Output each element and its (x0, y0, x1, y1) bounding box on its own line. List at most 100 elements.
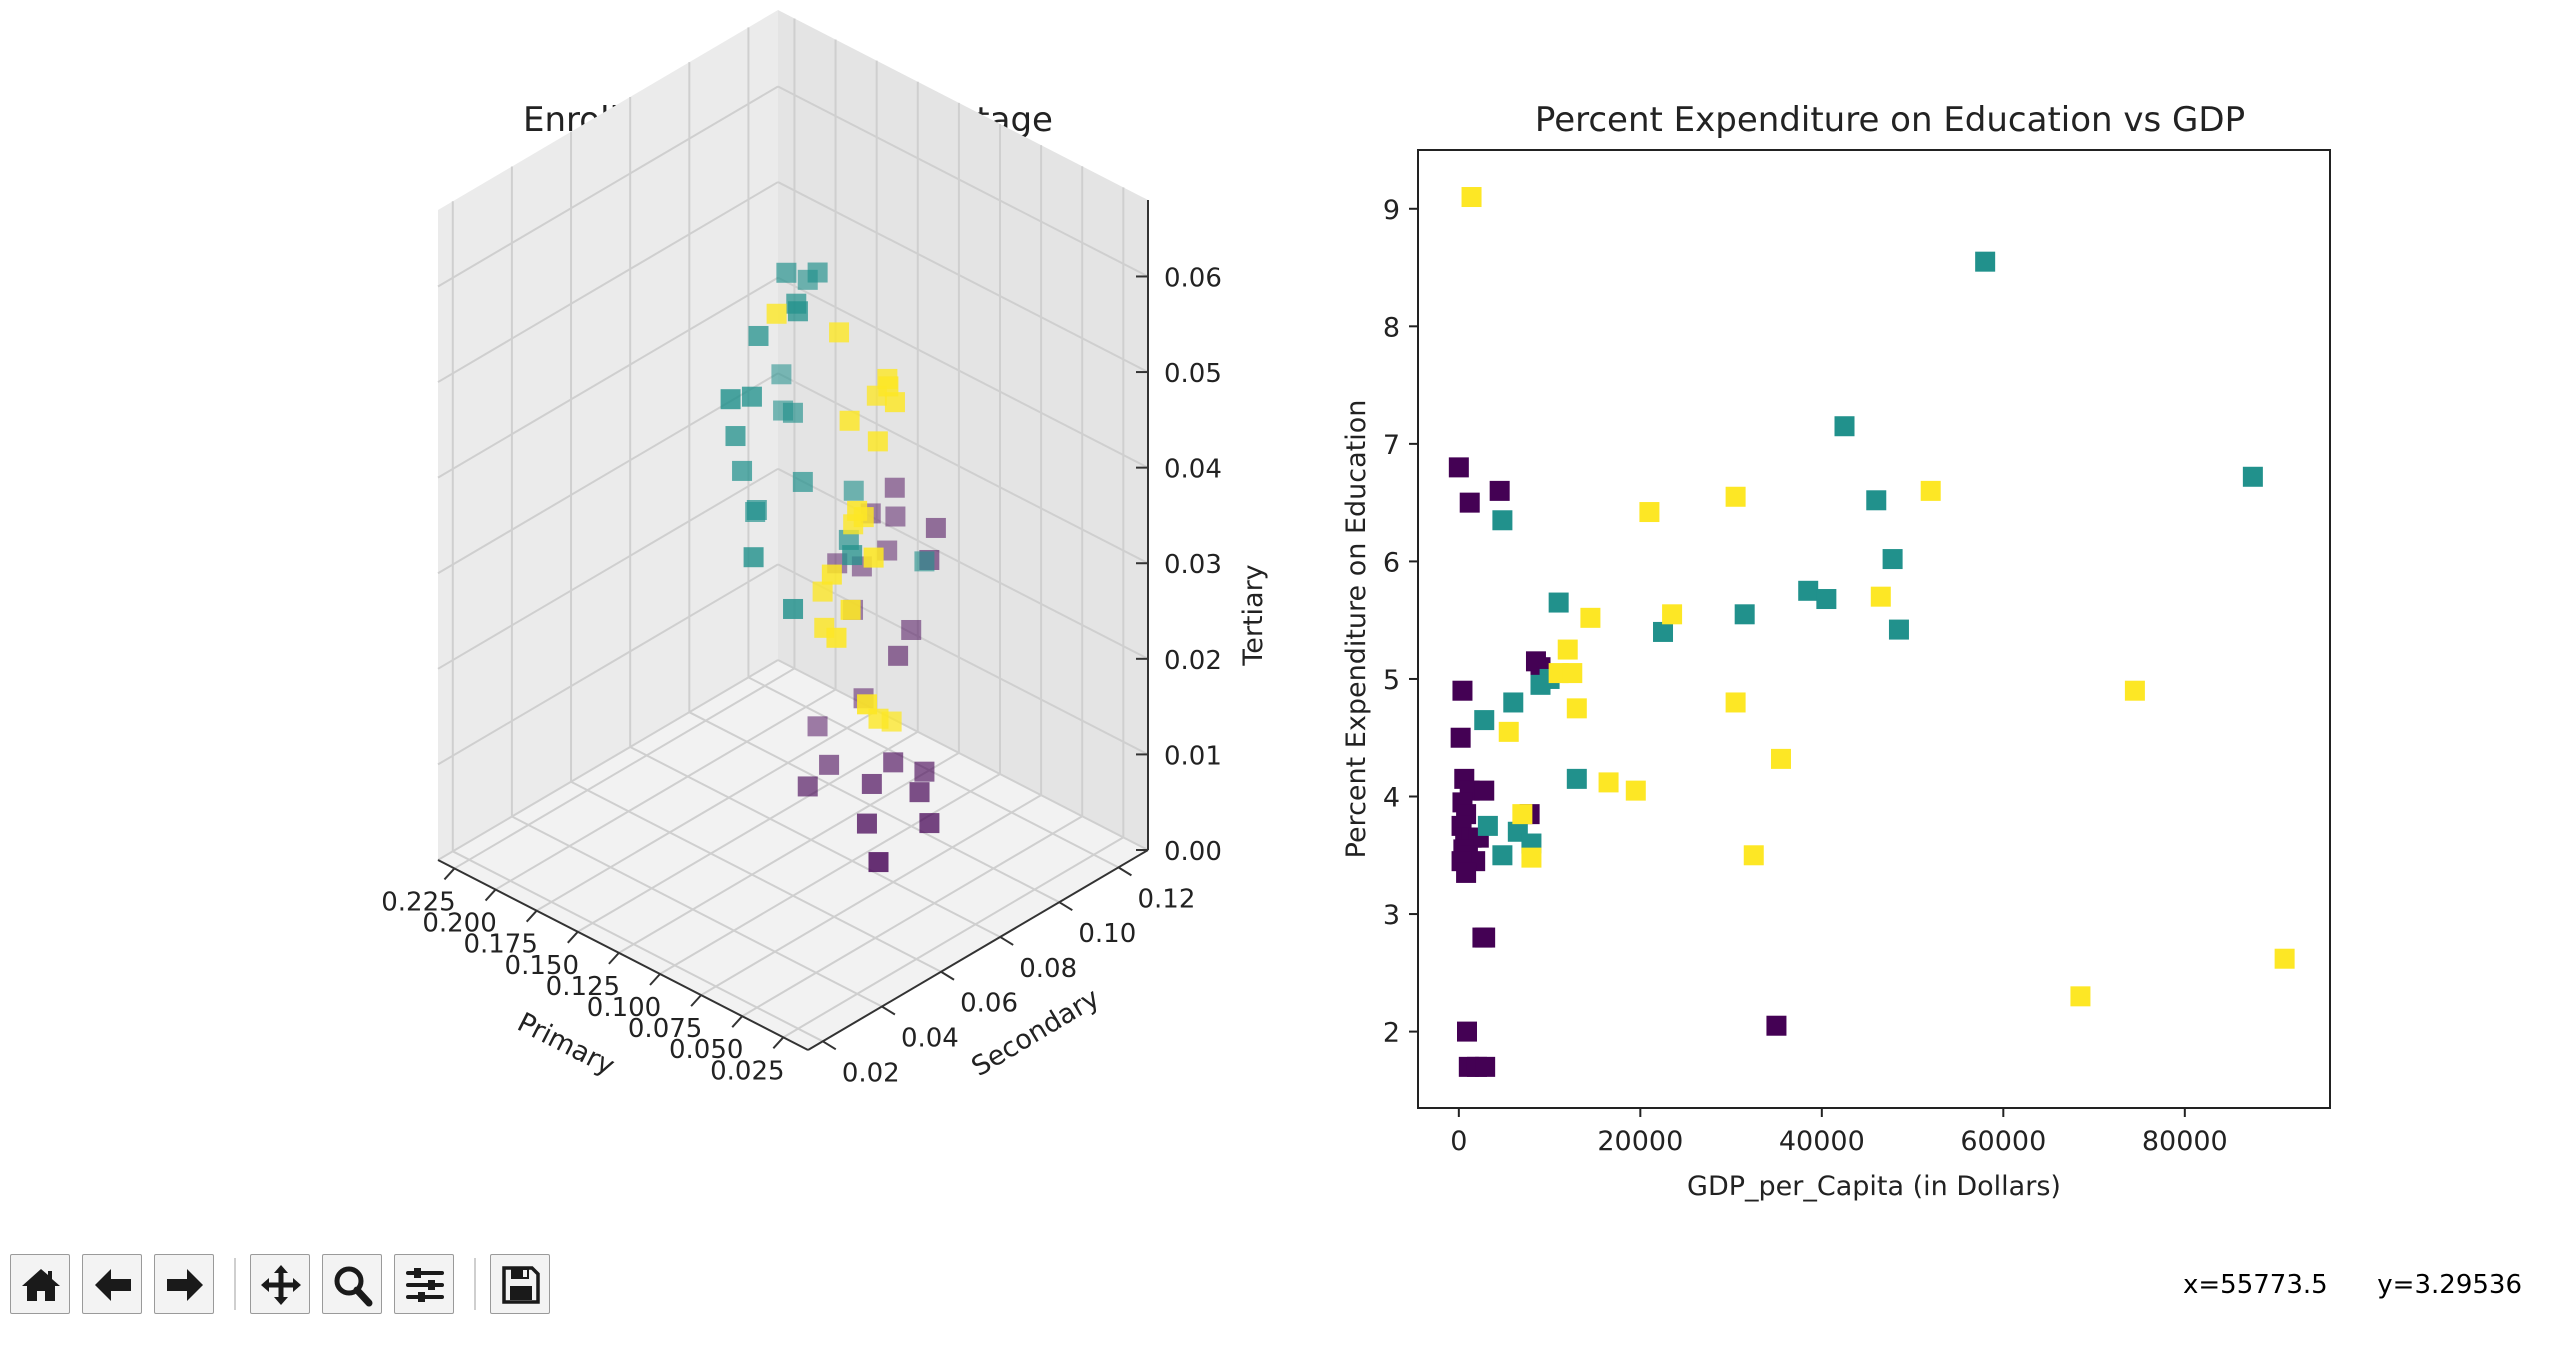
home-icon (22, 1269, 60, 1301)
grid-line (511, 815, 883, 1008)
magnifier-icon (334, 1266, 373, 1307)
scatter-point (1498, 721, 1519, 742)
x-tick-label: 0.150 (505, 951, 579, 981)
grid-line (659, 773, 1001, 975)
scatter-point (819, 754, 840, 775)
y-tick-label: 0.02 (842, 1058, 900, 1088)
navigation-toolbar: x=55773.5 y=3.29536 (0, 1220, 2560, 1360)
cursor-coordinates: x=55773.5 y=3.29536 (2183, 1270, 2522, 1300)
scatter-point (1503, 692, 1524, 713)
scatter-point (1870, 586, 1891, 607)
scatter-point (1743, 845, 1764, 866)
x-tick-mark (525, 909, 538, 923)
scatter-point (1770, 748, 1791, 769)
scatter-3d-points (720, 262, 946, 873)
scatter-point (826, 627, 847, 648)
grid-line (570, 780, 942, 973)
matplotlib-figure: Enrolled Population Percentage 0.0250.05… (381, 10, 2331, 1202)
scatter-3d-axes[interactable]: Enrolled Population Percentage 0.0250.05… (381, 10, 1269, 1088)
x-tick-mark (690, 994, 702, 1007)
scatter-point (2242, 466, 2263, 487)
scatter-point (1457, 1021, 1478, 1042)
scatter-point (1475, 1056, 1496, 1077)
grid-line (437, 659, 779, 861)
x-axis-label: GDP_per_Capita (in Dollars) (1687, 1171, 2061, 1202)
scatter-point (807, 716, 828, 737)
grid-line (777, 563, 1149, 756)
grid-line (782, 836, 1124, 1039)
y-tick-label: 0.12 (1137, 884, 1195, 914)
x-tick-label: 0.125 (546, 972, 620, 1002)
home-button[interactable] (10, 1254, 70, 1314)
y-tick-mark (940, 970, 955, 981)
z-tick-label: 0.00 (1164, 837, 1222, 867)
scatter-point (1557, 639, 1578, 660)
scatter-point (1492, 845, 1513, 866)
move-icon (261, 1265, 301, 1305)
y-tick-label: 6 (1383, 547, 1400, 578)
scatter-point (1653, 621, 1674, 642)
grid-line (437, 276, 779, 479)
left-wall-pane (438, 10, 778, 860)
y-tick-mark (1117, 866, 1132, 877)
grid-line (437, 85, 779, 288)
grid-line (577, 730, 919, 933)
scatter-point (1866, 490, 1887, 511)
grid-line (777, 85, 1149, 278)
scatter-point (914, 761, 935, 782)
toolbar-separator (234, 1258, 236, 1310)
y-axis-label: Percent Expenditure on Education (1341, 400, 1372, 859)
scatter-2d-axes[interactable]: Percent Expenditure on Education vs GDP … (1341, 100, 2331, 1202)
floor-pane (438, 660, 1148, 1050)
forward-button[interactable] (154, 1254, 214, 1314)
scatter-point (725, 426, 746, 447)
z-tick-label: 0.02 (1164, 646, 1222, 676)
y-tick-label: 5 (1383, 665, 1400, 696)
scatter-point (1882, 549, 1903, 570)
x-tick-mark (649, 973, 661, 986)
scatter-point (1489, 480, 1510, 501)
x-tick-mark (484, 888, 497, 902)
save-button[interactable] (490, 1254, 550, 1314)
back-button[interactable] (82, 1254, 142, 1314)
scatter-point (914, 551, 935, 572)
grid-line (777, 659, 1149, 851)
grid-line (452, 850, 824, 1043)
scatter-point (885, 506, 906, 527)
scatter-point (1459, 492, 1480, 513)
grid-line (453, 667, 795, 870)
grid-line (777, 276, 1149, 469)
scatter-point (787, 301, 808, 322)
scatter-point (1530, 674, 1551, 695)
configure-subplots-button[interactable] (394, 1254, 454, 1314)
zoom-button[interactable] (322, 1254, 382, 1314)
scatter-point (1920, 480, 1941, 501)
grid-line (495, 688, 837, 891)
x-tick-label: 0.025 (710, 1056, 784, 1086)
scatter-point (883, 752, 904, 773)
grid-line (437, 563, 779, 766)
pan-button[interactable] (250, 1254, 310, 1314)
scatter-point (861, 773, 882, 794)
cursor-y-readout: y=3.29536 (2377, 1270, 2522, 1300)
grid-line (629, 746, 1001, 938)
grid-line (688, 711, 1060, 904)
z-tick-label: 0.06 (1164, 263, 1222, 293)
scatter-point (766, 303, 787, 324)
scatter-point (838, 529, 859, 550)
right-wall-pane (778, 10, 1148, 850)
y-tick-label: 7 (1383, 430, 1400, 461)
scatter-point (1452, 680, 1473, 701)
axes-frame (1417, 149, 2331, 1109)
scatter-point (1816, 589, 1837, 610)
scatter-point (847, 500, 868, 521)
grid-line (777, 467, 1149, 660)
chart-2d-title: Percent Expenditure on Education vs GDP (1535, 100, 2245, 140)
z-tick-label: 0.03 (1164, 550, 1222, 580)
y-tick-mark (881, 1005, 896, 1016)
scatter-point (1548, 592, 1569, 613)
y-tick-label: 3 (1383, 900, 1400, 931)
x-tick-label: 0.200 (422, 909, 496, 939)
scatter-point (856, 813, 877, 834)
scatter-point (1975, 251, 1996, 272)
